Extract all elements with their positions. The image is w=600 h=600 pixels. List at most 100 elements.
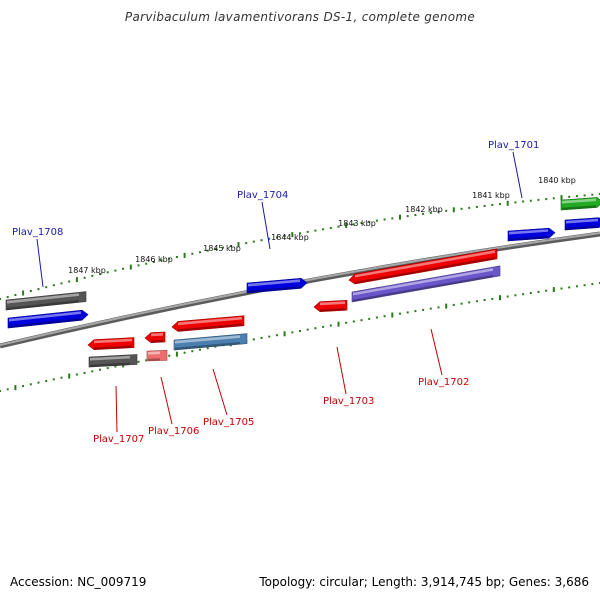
lower-ruler-minor-tick bbox=[368, 317, 371, 320]
upper-ruler-major-tick bbox=[291, 232, 294, 238]
gene-arrow-1708-grey[interactable] bbox=[5, 291, 87, 311]
gene-shadow bbox=[94, 345, 132, 350]
gene-arrow-1707-grey[interactable] bbox=[88, 354, 138, 368]
upper-ruler-minor-tick bbox=[214, 248, 217, 251]
gene-outline bbox=[564, 217, 600, 231]
lower-ruler-minor-tick bbox=[514, 294, 517, 297]
gene-label-plav_1708[interactable]: Plav_1708 bbox=[12, 227, 63, 238]
gene-outline bbox=[560, 197, 600, 211]
upper-ruler-minor-tick bbox=[375, 219, 378, 222]
upper-ruler-minor-tick bbox=[460, 207, 463, 210]
gene-highlight bbox=[90, 355, 130, 361]
gene-shadow bbox=[90, 362, 130, 367]
gene-arrow-1708-blue[interactable] bbox=[7, 309, 89, 329]
lower-ruler-minor-tick bbox=[306, 328, 309, 331]
upper-ruler-minor-tick bbox=[406, 215, 409, 218]
gene-label-plav_1706[interactable]: Plav_1706 bbox=[148, 426, 199, 437]
gene-label-plav_1707[interactable]: Plav_1707 bbox=[93, 434, 144, 445]
gene-shadow bbox=[175, 342, 240, 350]
gene-highlight bbox=[248, 279, 300, 287]
gene-outline bbox=[313, 299, 348, 312]
upper-ruler-minor-tick bbox=[575, 195, 578, 198]
gene-arrow-1705-steel[interactable] bbox=[173, 333, 248, 351]
accession-label: Accession: NC_009719 bbox=[10, 575, 147, 589]
upper-ruler-minor-tick bbox=[122, 267, 125, 270]
upper-ruler-minor-tick bbox=[152, 261, 155, 263]
lower-ruler-minor-tick bbox=[60, 376, 63, 379]
upper-ruler-major-tick bbox=[506, 200, 509, 206]
upper-ruler-minor-tick bbox=[168, 257, 171, 260]
lower-ruler-minor-tick bbox=[529, 292, 532, 294]
lower-ruler-minor-tick bbox=[506, 295, 509, 298]
gene-arrow-1705-red[interactable] bbox=[171, 315, 245, 332]
gene-arrow-1706-red[interactable] bbox=[144, 331, 166, 343]
lower-ruler-minor-tick bbox=[345, 321, 348, 324]
lower-ruler-major-tick bbox=[499, 295, 501, 301]
gene-arrow-1703[interactable] bbox=[313, 299, 348, 312]
gene-shadow bbox=[151, 339, 163, 343]
lower-ruler-minor-tick bbox=[314, 327, 317, 330]
upper-ruler-minor-tick bbox=[499, 203, 501, 206]
gene-highlight bbox=[9, 311, 81, 322]
gene-outline bbox=[351, 265, 501, 303]
gene-label-plav_1702[interactable]: Plav_1702 bbox=[418, 377, 469, 388]
lower-ruler-minor-tick bbox=[406, 311, 409, 314]
upper-ruler-minor-tick bbox=[352, 223, 355, 226]
gene-highlight bbox=[562, 198, 596, 204]
lower-ruler-minor-tick bbox=[275, 334, 278, 337]
lower-ruler-minor-tick bbox=[145, 359, 148, 362]
gene-label-plav_1703[interactable]: Plav_1703 bbox=[323, 396, 374, 407]
gene-outline bbox=[146, 349, 168, 362]
upper-ruler-major-tick bbox=[237, 242, 240, 248]
lower-ruler-minor-tick bbox=[429, 307, 432, 310]
lower-ruler-minor-tick bbox=[375, 316, 378, 319]
upper-ruler-minor-tick bbox=[252, 240, 255, 243]
gene-arrow-blue-edge[interactable] bbox=[564, 217, 600, 231]
gene-arrow-1702-red[interactable] bbox=[348, 248, 498, 285]
lower-ruler-minor-tick bbox=[537, 290, 540, 293]
ruler-tick-label: 1843 kbp bbox=[338, 219, 376, 228]
lower-coordinate-ruler bbox=[0, 282, 600, 392]
upper-ruler-minor-tick bbox=[422, 212, 425, 215]
upper-ruler-minor-tick bbox=[414, 214, 417, 216]
connector-plav_1704 bbox=[261, 201, 271, 250]
upper-ruler-minor-tick bbox=[260, 239, 263, 242]
lower-ruler-major-tick bbox=[391, 312, 394, 318]
gene-shadow bbox=[355, 257, 495, 284]
gene-highlight bbox=[175, 335, 240, 344]
upper-ruler-minor-tick bbox=[206, 249, 209, 252]
upper-ruler-minor-tick bbox=[437, 210, 440, 213]
upper-ruler-minor-tick bbox=[191, 252, 194, 255]
gene-shadow bbox=[178, 323, 242, 332]
upper-ruler-minor-tick bbox=[429, 211, 432, 214]
gene-arrow-1702-purple[interactable] bbox=[351, 265, 501, 303]
upper-ruler-minor-tick bbox=[275, 236, 278, 239]
lower-ruler-minor-tick bbox=[399, 312, 401, 315]
topology-label: Topology: circular; Length: 3,914,745 bp… bbox=[259, 575, 589, 589]
upper-ruler-minor-tick bbox=[445, 209, 448, 212]
gene-label-plav_1701[interactable]: Plav_1701 bbox=[488, 140, 539, 151]
lower-ruler-minor-tick bbox=[6, 388, 9, 391]
gene-arrow-1701-blue[interactable] bbox=[507, 227, 556, 242]
ruler-tick-label: 1842 kbp bbox=[405, 205, 443, 214]
gene-outline bbox=[246, 277, 308, 294]
gene-shadow bbox=[148, 358, 160, 361]
gene-label-plav_1704[interactable]: Plav_1704 bbox=[237, 190, 288, 201]
lower-ruler-minor-tick bbox=[106, 367, 109, 370]
gene-arrow-1706-pink[interactable] bbox=[146, 349, 168, 362]
connector-plav_1707 bbox=[115, 385, 118, 433]
lower-ruler-minor-tick bbox=[268, 335, 271, 338]
upper-ruler-minor-tick bbox=[29, 290, 32, 292]
lower-ruler-minor-tick bbox=[252, 338, 255, 341]
gene-arrow-1704[interactable] bbox=[246, 277, 308, 294]
gene-arrow-1707-red[interactable] bbox=[87, 337, 135, 350]
upper-ruler-minor-tick bbox=[268, 237, 271, 240]
lower-ruler-minor-tick bbox=[322, 325, 325, 328]
gene-arrow-green[interactable] bbox=[560, 197, 600, 211]
upper-ruler-minor-tick bbox=[483, 205, 486, 207]
upper-ruler-minor-tick bbox=[68, 280, 71, 283]
gene-label-plav_1705[interactable]: Plav_1705 bbox=[203, 417, 254, 428]
lower-ruler-minor-tick bbox=[206, 347, 209, 350]
lower-ruler-major-tick bbox=[337, 321, 340, 327]
lower-ruler-minor-tick bbox=[468, 301, 471, 304]
